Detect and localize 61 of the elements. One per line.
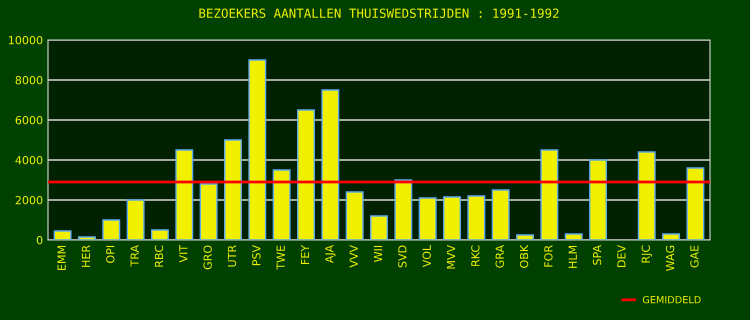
- bar: [248, 59, 266, 240]
- bar: [224, 139, 242, 240]
- bar: [78, 236, 96, 240]
- x-tick-label: EMM: [58, 246, 66, 270]
- x-tick-label: WAG: [666, 246, 674, 271]
- y-tick-label: 4000: [15, 156, 42, 164]
- x-tick-label: RJC: [642, 245, 652, 263]
- x-tick-label: SVD: [398, 246, 407, 268]
- x-tick-label: VOL: [422, 244, 431, 268]
- bar: [443, 196, 461, 240]
- x-tick-label: MVV: [446, 244, 456, 269]
- bar: [297, 109, 315, 240]
- x-tick-label: TWE: [276, 246, 285, 270]
- x-tick-label: DEV: [617, 244, 626, 267]
- x-tick-label: AJA: [325, 244, 336, 264]
- y-tick-label: 2000: [16, 196, 42, 204]
- bar: [126, 199, 145, 240]
- bar: [492, 189, 510, 240]
- x-tick-label: UTR: [228, 245, 236, 267]
- bar: [418, 197, 437, 240]
- x-tick-label: RKC: [471, 245, 480, 266]
- y-tick-label: 6000: [16, 116, 42, 124]
- bar: [686, 167, 704, 240]
- x-tick-label: TRA: [130, 244, 139, 267]
- x-tick-label: HLM: [568, 246, 577, 268]
- bar: [394, 179, 412, 240]
- bar: [370, 215, 388, 240]
- bar: [540, 149, 558, 240]
- y-tick-label: 10000: [9, 36, 42, 44]
- bar: [200, 183, 218, 240]
- bar: [150, 229, 169, 240]
- x-tick-label: GAE: [690, 246, 699, 268]
- x-tick-label: VIT: [179, 244, 188, 262]
- y-tick-label: 0: [36, 236, 42, 244]
- y-tick-label: 8000: [16, 76, 42, 84]
- x-tick-label: WII: [374, 246, 382, 262]
- bar: [516, 234, 534, 240]
- bar: [467, 195, 486, 240]
- bar: [272, 169, 291, 240]
- bar: [175, 149, 194, 240]
- bar: [346, 191, 364, 240]
- x-tick-label: SPA: [592, 244, 602, 265]
- bar: [321, 89, 340, 240]
- x-tick-label: HER: [82, 245, 90, 267]
- x-tick-label: RBC: [154, 245, 164, 267]
- x-tick-label: FEY: [300, 244, 310, 264]
- bar: [54, 230, 72, 240]
- x-tick-label: OBK: [520, 244, 528, 268]
- x-tick-label: OPI: [106, 246, 115, 263]
- legend-label: GEMIDDELD: [642, 296, 701, 304]
- bar: [564, 233, 583, 240]
- bar: [638, 151, 656, 240]
- x-tick-label: GRA: [496, 244, 504, 268]
- x-tick-label: PSV: [252, 244, 261, 266]
- x-tick-label: GRO: [203, 245, 212, 270]
- bar: [102, 219, 120, 240]
- bar: [662, 233, 680, 240]
- x-tick-label: VVV: [350, 244, 358, 268]
- chart-title: BEZOEKERS AANTALLEN THUISWEDSTRIJDEN : 1991-1992: [199, 8, 559, 18]
- bar: [589, 159, 608, 240]
- x-tick-label: FOR: [544, 245, 553, 267]
